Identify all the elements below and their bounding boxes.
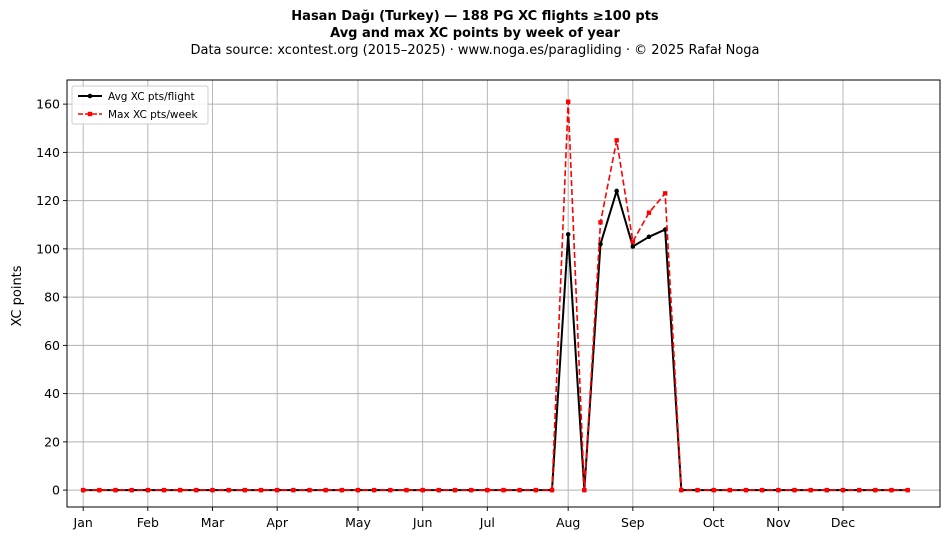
max-point (646, 210, 652, 215)
max-point (226, 487, 231, 493)
x-tick-label: Jul (479, 515, 495, 530)
x-tick-label: Dec (831, 515, 855, 530)
x-tick-label: Nov (766, 515, 791, 530)
max-point (355, 487, 361, 493)
x-tick-label: Sep (621, 515, 645, 530)
max-point (258, 487, 264, 493)
max-point (889, 487, 894, 493)
x-tick-label: Oct (703, 515, 725, 530)
max-point (873, 487, 878, 493)
y-tick-label: 20 (44, 434, 60, 449)
max-point (533, 487, 539, 493)
x-tick-label: May (345, 515, 371, 530)
chart-subtitle: Avg and max XC points by week of year (330, 26, 620, 41)
max-point (759, 487, 765, 493)
max-point (194, 487, 199, 493)
max-point (129, 487, 134, 493)
max-point (145, 487, 151, 493)
max-point (113, 487, 118, 493)
max-point (776, 487, 781, 493)
max-point (565, 99, 571, 104)
max-point (371, 487, 377, 493)
max-point (501, 487, 506, 493)
series-line-2 (83, 100, 908, 491)
max-point (695, 487, 700, 493)
max-point (824, 487, 830, 493)
max-point (161, 487, 167, 493)
max-point (242, 487, 248, 493)
legend-label: Avg XC pts/flight (108, 91, 195, 103)
max-point (177, 487, 183, 493)
max-point (598, 220, 603, 225)
max-point (436, 487, 442, 493)
avg-point (630, 244, 636, 249)
max-point (840, 487, 846, 493)
y-tick-label: 120 (36, 193, 60, 208)
chart-titles: Hasan Dağı (Turkey) — 188 PG XC flights … (0, 8, 950, 59)
legend-marker (87, 93, 93, 99)
avg-point (614, 188, 619, 194)
max-point (743, 487, 749, 493)
max-point (792, 487, 797, 493)
y-tick-label: 0 (52, 483, 60, 498)
chart-title: Hasan Dağı (Turkey) — 188 PG XC flights … (291, 9, 659, 24)
y-tick-label: 60 (44, 338, 60, 353)
max-point (630, 239, 636, 244)
max-point (856, 487, 862, 493)
y-axis-label: XC points (10, 265, 25, 326)
series-line-1 (83, 189, 908, 492)
grid-lines (67, 80, 940, 507)
y-tick-label: 160 (36, 97, 60, 112)
avg-point (646, 234, 652, 240)
max-point (80, 487, 86, 493)
x-tick-label: Apr (266, 515, 288, 530)
plot-frame (66, 79, 941, 508)
legend-marker (87, 111, 93, 117)
legend-label: Max XC pts/week (108, 109, 198, 121)
max-point (808, 487, 813, 493)
legend-box (71, 85, 209, 125)
x-tick-label: Mar (201, 515, 225, 530)
y-tick-label: 40 (44, 386, 60, 401)
max-point (662, 191, 668, 196)
max-point (388, 487, 393, 493)
max-point (404, 487, 409, 493)
max-point (517, 487, 522, 493)
avg-point (565, 232, 571, 237)
x-tick-label: Feb (137, 515, 159, 530)
max-point (307, 487, 312, 493)
max-point (468, 487, 474, 493)
max-point (582, 487, 587, 493)
max-point (420, 487, 425, 493)
legend: Avg XC pts/flight Max XC pts/week (71, 85, 209, 125)
max-point (323, 487, 328, 493)
max-point (97, 487, 102, 493)
y-tick-label: 80 (44, 290, 60, 305)
avg-point (598, 241, 603, 247)
x-tick-label: Aug (556, 515, 580, 530)
max-point (274, 487, 280, 493)
y-tick-label: 100 (36, 241, 60, 256)
axes: 0 20 40 60 80 100 120 140 160 Jan Feb Mar Apr May Jun J… (36, 79, 941, 530)
max-point (905, 487, 910, 493)
max-point (452, 487, 458, 493)
x-tick-label: Jun (412, 515, 433, 530)
max-point (485, 487, 490, 493)
chart-source-note: Data source: xcontest.org (2015–2025) · … (190, 43, 760, 58)
y-tick-label: 140 (36, 145, 60, 160)
max-point (614, 138, 619, 143)
max-point (210, 487, 215, 493)
max-point (291, 487, 296, 493)
max-point (679, 487, 684, 493)
max-point (727, 487, 733, 493)
max-point (549, 487, 555, 493)
max-point (711, 487, 716, 493)
x-tick-label: Jan (73, 515, 93, 530)
series-lines (80, 99, 910, 493)
max-point (339, 487, 345, 493)
